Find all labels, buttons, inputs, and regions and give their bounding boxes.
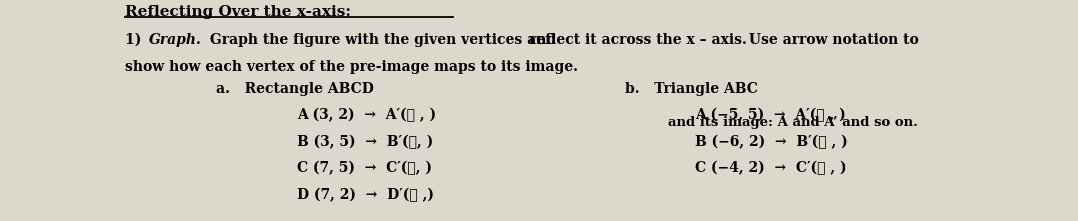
Text: D (7, 2)  →  D′(ℓ ,): D (7, 2) → D′(ℓ ,) — [298, 188, 434, 202]
Text: and its image: A and A’ and so on.: and its image: A and A’ and so on. — [668, 116, 917, 129]
Text: Graph.: Graph. — [149, 32, 202, 47]
Text: 1): 1) — [125, 32, 147, 47]
Text: a.   Rectangle ABCD: a. Rectangle ABCD — [217, 82, 374, 96]
Text: Use arrow notation to: Use arrow notation to — [745, 32, 920, 47]
Text: B (3, 5)  →  B′(ℓ, ): B (3, 5) → B′(ℓ, ) — [298, 135, 433, 149]
Text: Reflecting Over the x-axis:: Reflecting Over the x-axis: — [125, 5, 351, 19]
Text: show how each vertex of the pre-image maps to its image.: show how each vertex of the pre-image ma… — [125, 60, 578, 74]
Text: C (−4, 2)  →  C′(ℓ , ): C (−4, 2) → C′(ℓ , ) — [695, 161, 846, 175]
Text: Graph the figure with the given vertices and: Graph the figure with the given vertices… — [205, 32, 561, 47]
Text: B (−6, 2)  →  B′(ℓ , ): B (−6, 2) → B′(ℓ , ) — [695, 135, 847, 149]
Text: A (−5, 5)  →  A′(ℓ , ): A (−5, 5) → A′(ℓ , ) — [695, 108, 845, 122]
Text: A (3, 2)  →  A′(ℓ , ): A (3, 2) → A′(ℓ , ) — [298, 108, 437, 122]
Text: C (7, 5)  →  C′(ℓ, ): C (7, 5) → C′(ℓ, ) — [298, 161, 432, 175]
Text: reflect it across the x – axis.: reflect it across the x – axis. — [529, 32, 747, 47]
Text: b.   Triangle ABC: b. Triangle ABC — [625, 82, 758, 96]
